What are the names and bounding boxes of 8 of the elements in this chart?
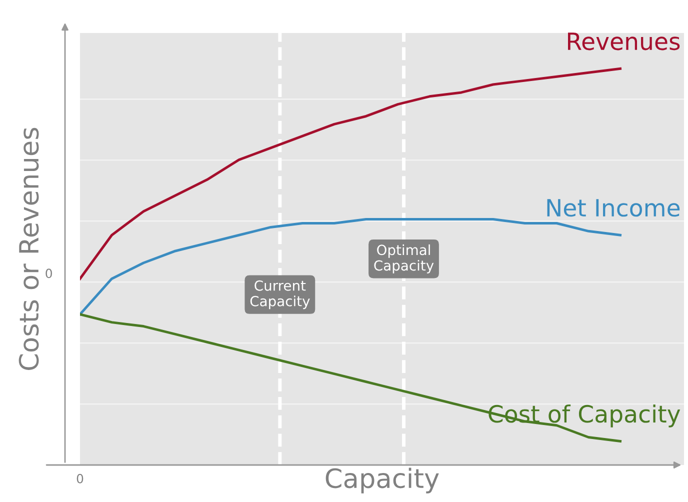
annotation: Optimal Capacity [374, 244, 434, 274]
text: 0 [76, 474, 84, 484]
x-axis-title: Capacity [326, 468, 439, 494]
y-axis-title: Costs or Revenues [18, 128, 39, 370]
text: 0 [46, 268, 52, 278]
series-label: Revenues [568, 32, 680, 50]
annotation: Current Capacity [250, 280, 310, 310]
series-label: Net Income [547, 199, 680, 217]
